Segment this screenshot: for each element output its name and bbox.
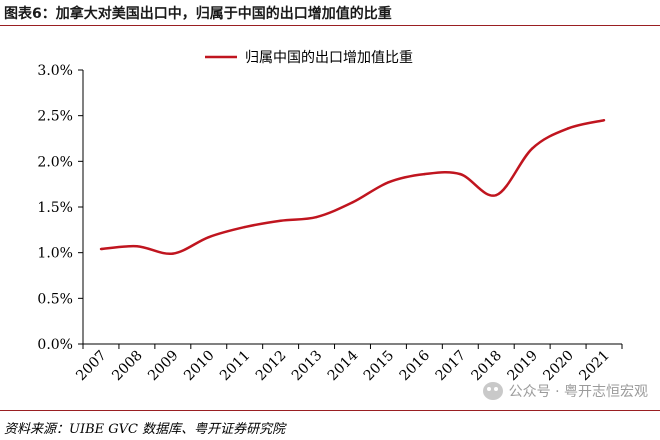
watermark: 公众号 · 粤开志恒宏观 bbox=[482, 381, 648, 401]
data-point bbox=[387, 181, 390, 184]
line-chart: 归属中国的出口增加值比重 0.0% 0.5% 1.0% 1.5% 2.0% 2.5% 3.0… bbox=[37, 49, 623, 385]
data-point bbox=[602, 119, 606, 122]
series-line-0 bbox=[100, 119, 605, 255]
x-tick-label: 2018 bbox=[469, 348, 506, 385]
x-tick-label: 2017 bbox=[433, 348, 470, 385]
source-note: 资料来源：UIBE GVC 数据库、粤开证券研究院 bbox=[4, 422, 286, 437]
plot-area bbox=[99, 119, 606, 255]
y-tick-label: 2.0% bbox=[37, 154, 73, 170]
y-tick-label: 3.0% bbox=[37, 63, 73, 79]
x-tick-label: 2008 bbox=[109, 348, 146, 385]
y-tick-label: 2.5% bbox=[37, 109, 73, 125]
data-point bbox=[99, 247, 103, 251]
y-axis: 0.0% 0.5% 1.0% 1.5% 2.0% 2.5% 3.0% bbox=[37, 63, 84, 353]
data-point bbox=[315, 215, 318, 219]
x-tick-label: 2009 bbox=[145, 348, 182, 385]
data-point bbox=[279, 219, 282, 222]
wechat-logo-icon bbox=[482, 382, 503, 400]
x-tick-label: 2013 bbox=[289, 348, 326, 385]
x-tick-label: 2020 bbox=[540, 348, 577, 385]
x-tick-label: 2021 bbox=[576, 348, 613, 385]
data-point bbox=[530, 147, 534, 150]
y-tick-label: 1.5% bbox=[37, 200, 73, 216]
x-tick-label: 2010 bbox=[181, 348, 218, 385]
data-point bbox=[207, 235, 210, 239]
data-point bbox=[243, 225, 246, 229]
data-point bbox=[459, 172, 462, 176]
data-point bbox=[135, 245, 139, 248]
data-point bbox=[423, 172, 426, 176]
y-tick-label: 0.0% bbox=[37, 337, 73, 353]
x-axis: 2007 2008 2009 2010 2011 2012 2013 2014 2015 2016… bbox=[73, 343, 623, 385]
x-tick-label: 2016 bbox=[397, 347, 434, 384]
data-point bbox=[351, 201, 354, 204]
watermark-text: 公众号 · 粤开志恒宏观 bbox=[508, 384, 648, 400]
x-tick-label: 2012 bbox=[253, 348, 290, 385]
x-tick-label: 2014 bbox=[325, 347, 362, 384]
data-point bbox=[495, 193, 498, 197]
x-tick-label: 2015 bbox=[361, 348, 398, 385]
figure-title: 图表6：加拿大对美国出口中，归属于中国的出口增加值的比重 bbox=[4, 6, 392, 22]
data-point bbox=[171, 252, 175, 255]
data-point bbox=[566, 127, 570, 130]
x-tick-label: 2007 bbox=[73, 348, 110, 385]
figure-header: 图表6：加拿大对美国出口中，归属于中国的出口增加值的比重 bbox=[0, 0, 660, 26]
figure-footer: 资料来源：UIBE GVC 数据库、粤开证券研究院 bbox=[0, 410, 660, 440]
y-tick-label: 0.5% bbox=[37, 291, 73, 307]
y-tick-label: 1.0% bbox=[37, 246, 73, 262]
x-tick-label: 2019 bbox=[504, 348, 541, 385]
legend-label: 归属中国的出口增加值比重 bbox=[245, 49, 413, 66]
chart-legend: 归属中国的出口增加值比重 bbox=[205, 49, 413, 66]
x-tick-label: 2011 bbox=[217, 348, 254, 385]
